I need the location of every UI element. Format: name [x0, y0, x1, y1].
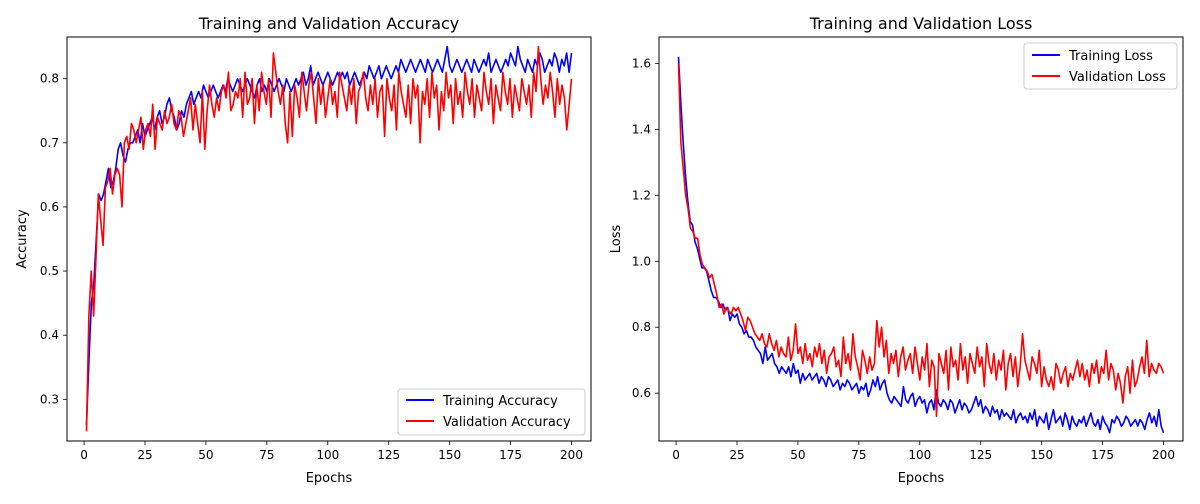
- accuracy-y-tick-label: 0.4: [40, 328, 59, 342]
- accuracy-y-ticks: 0.3 0.4 0.5 0.6 0.7 0.8: [40, 72, 67, 406]
- series-line-validation-accuracy: [85, 45, 573, 432]
- loss-y-tick-label: 1.6: [632, 56, 651, 70]
- accuracy-x-axis-label: Epochs: [306, 471, 353, 486]
- loss-x-tick-label: 75: [851, 448, 866, 462]
- accuracy-y-tick-label: 0.3: [40, 392, 59, 406]
- loss-series-group: [677, 56, 1165, 434]
- loss-x-tick-label: 200: [1152, 448, 1175, 462]
- accuracy-chart: Training and Validation Accuracy 0 25 50 75…: [15, 14, 592, 486]
- accuracy-x-tick-label: 150: [438, 448, 461, 462]
- accuracy-y-axis-label: Accuracy: [15, 209, 30, 269]
- legend-label-training-accuracy: Training Accuracy: [442, 394, 558, 409]
- loss-y-tick-label: 1.0: [632, 254, 651, 268]
- loss-chart-title: Training and Validation Loss: [809, 14, 1033, 33]
- accuracy-legend-box: [397, 388, 586, 436]
- loss-y-tick-label: 1.4: [632, 122, 651, 136]
- loss-y-tick-label: 1.2: [632, 188, 651, 202]
- series-line-training-accuracy: [85, 45, 573, 426]
- accuracy-x-tick-label: 200: [560, 448, 583, 462]
- accuracy-series-group: [85, 45, 573, 432]
- legend-label-validation-accuracy: Validation Accuracy: [443, 415, 571, 430]
- accuracy-x-tick-label: 100: [316, 448, 339, 462]
- accuracy-plot-area: [66, 36, 592, 442]
- accuracy-y-tick-label: 0.8: [40, 72, 59, 86]
- loss-x-tick-label: 175: [1091, 448, 1114, 462]
- accuracy-chart-title: Training and Validation Accuracy: [198, 14, 460, 33]
- accuracy-x-tick-label: 125: [377, 448, 400, 462]
- series-line-validation-loss: [677, 63, 1165, 418]
- loss-x-tick-label: 0: [672, 448, 680, 462]
- loss-legend-box: [1023, 42, 1178, 90]
- accuracy-legend: Training Accuracy Validation Accuracy: [397, 388, 586, 436]
- loss-plot-area: [658, 36, 1184, 442]
- loss-x-tick-label: 150: [1030, 448, 1053, 462]
- accuracy-axes-frame: [66, 36, 592, 442]
- loss-axes-frame: [658, 36, 1184, 442]
- series-line-training-loss: [677, 56, 1165, 434]
- accuracy-x-ticks: 0 25 50 75 100 125 150 175 200: [80, 441, 583, 462]
- loss-chart: Training and Validation Loss 0 25 50 75 100 1…: [609, 14, 1184, 486]
- accuracy-x-tick-label: 75: [259, 448, 274, 462]
- accuracy-x-tick-label: 0: [80, 448, 88, 462]
- legend-label-training-loss: Training Loss: [1068, 49, 1153, 64]
- accuracy-x-tick-label: 175: [499, 448, 522, 462]
- loss-y-tick-label: 0.8: [632, 320, 651, 334]
- loss-x-tick-label: 50: [790, 448, 805, 462]
- loss-y-ticks: 0.6 0.8 1.0 1.2 1.4 1.6: [632, 56, 659, 400]
- loss-x-tick-label: 100: [908, 448, 931, 462]
- loss-x-ticks: 0 25 50 75 100 125 150 175 200: [672, 441, 1175, 462]
- accuracy-y-tick-label: 0.6: [40, 200, 59, 214]
- legend-label-validation-loss: Validation Loss: [1069, 70, 1166, 85]
- accuracy-y-tick-label: 0.5: [40, 264, 59, 278]
- loss-y-tick-label: 0.6: [632, 386, 651, 400]
- loss-x-axis-label: Epochs: [898, 471, 945, 486]
- accuracy-y-tick-label: 0.7: [40, 136, 59, 150]
- loss-legend: Training Loss Validation Loss: [1023, 42, 1178, 90]
- loss-x-tick-label: 125: [969, 448, 992, 462]
- loss-x-tick-label: 25: [729, 448, 744, 462]
- loss-y-axis-label: Loss: [609, 225, 624, 254]
- accuracy-x-tick-label: 50: [198, 448, 213, 462]
- accuracy-x-tick-label: 25: [137, 448, 152, 462]
